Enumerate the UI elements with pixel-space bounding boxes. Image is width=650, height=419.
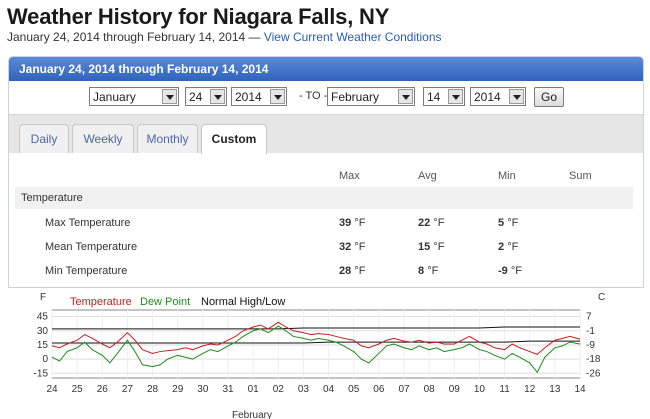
x-tick-label: 11 <box>499 384 510 395</box>
y-tick-label-c: 7 <box>586 312 592 323</box>
x-tick-label: 30 <box>197 384 209 395</box>
col-header-avg: Avg <box>418 170 437 182</box>
legend-normal: Normal High/Low <box>201 296 285 308</box>
min-value: -9 °F <box>498 265 522 277</box>
chevron-down-icon <box>270 89 285 104</box>
to-label: - TO - <box>299 90 328 102</box>
y-tick-label-f: 30 <box>37 326 49 337</box>
chevron-down-icon <box>448 89 463 104</box>
x-tick-label: 04 <box>323 384 335 395</box>
view-tabs: Daily Weekly Monthly Custom <box>9 114 643 154</box>
x-tick-label: 27 <box>122 384 134 395</box>
max-value: 28 °F <box>339 265 366 277</box>
x-tick-label: 14 <box>574 384 586 395</box>
col-header-max: Max <box>339 170 360 182</box>
from-month-select[interactable]: January <box>89 87 179 106</box>
row-label: Mean Temperature <box>45 241 138 253</box>
current-conditions-link[interactable]: View Current Weather Conditions <box>263 30 442 44</box>
from-day-select[interactable]: 24 <box>185 87 227 106</box>
row-label: Max Temperature <box>45 217 131 229</box>
legend-temperature: Temperature <box>70 296 132 308</box>
x-tick-label: 01 <box>248 384 260 395</box>
chevron-down-icon <box>398 89 413 104</box>
y-tick-label-c: -9 <box>586 340 595 351</box>
normal-high-line <box>52 326 580 330</box>
min-value: 5 °F <box>498 217 519 229</box>
x-axis-label: February <box>232 410 272 419</box>
x-tick-label: 03 <box>298 384 310 395</box>
dew-point-line <box>51 325 581 374</box>
to-year-value: 2014 <box>474 90 501 104</box>
date-selector-row: January 24 2014 - TO - February 14 2014 … <box>9 87 643 109</box>
y-tick-label-c: -26 <box>586 368 601 379</box>
section-temperature: Temperature <box>15 187 633 209</box>
date-range-text: January 24, 2014 through February 14, 20… <box>7 30 261 44</box>
min-value: 2 °F <box>498 241 519 253</box>
x-tick-label: 08 <box>424 384 436 395</box>
y-axis-ticks: 45 7 30 -1 15 -9 0 -18 -15 -26 <box>34 312 601 380</box>
tab-weekly[interactable]: Weekly <box>72 124 134 153</box>
y-tick-label-f: 45 <box>37 312 49 323</box>
right-axis-label: C <box>598 292 605 303</box>
x-tick-label: 12 <box>524 384 536 395</box>
max-value: 32 °F <box>339 241 366 253</box>
x-tick-label: 05 <box>348 384 360 395</box>
x-tick-label: 07 <box>398 384 410 395</box>
from-month-value: January <box>93 90 136 104</box>
go-button[interactable]: Go <box>534 87 564 107</box>
col-header-sum: Sum <box>569 170 592 182</box>
to-day-select[interactable]: 14 <box>423 87 465 106</box>
y-tick-label-f: -15 <box>34 368 49 379</box>
row-label: Min Temperature <box>45 265 128 277</box>
series-lines <box>51 321 581 374</box>
col-header-min: Min <box>498 170 516 182</box>
temperature-line <box>51 321 581 355</box>
x-tick-label: 13 <box>549 384 561 395</box>
panel-header: January 24, 2014 through February 14, 20… <box>9 57 643 81</box>
max-value: 39 °F <box>339 217 366 229</box>
chevron-down-icon <box>509 89 524 104</box>
page-title: Weather History for Niagara Falls, NY <box>7 4 390 29</box>
left-axis-label: F <box>40 292 46 303</box>
x-tick-label: 28 <box>147 384 159 395</box>
from-day-value: 24 <box>189 90 203 104</box>
y-tick-label-f: 15 <box>37 340 49 351</box>
to-day-value: 14 <box>427 90 441 104</box>
chevron-down-icon <box>162 89 177 104</box>
x-tick-label: 26 <box>97 384 109 395</box>
x-tick-label: 02 <box>273 384 285 395</box>
x-tick-label: 31 <box>222 384 234 395</box>
grid-lines <box>51 310 581 378</box>
tab-monthly[interactable]: Monthly <box>137 124 198 153</box>
x-tick-label: 24 <box>46 384 58 395</box>
normal-low-line <box>52 340 580 344</box>
x-tick-label: 09 <box>449 384 461 395</box>
y-tick-label-f: 0 <box>42 354 48 365</box>
avg-value: 8 °F <box>418 265 439 277</box>
plot-area <box>51 309 581 379</box>
avg-value: 15 °F <box>418 241 445 253</box>
x-axis-ticks: 24 25 26 27 28 29 30 31 01 02 03 04 05 06 07 08 09 10 11 12… <box>46 384 586 395</box>
tab-custom[interactable]: Custom <box>201 124 267 154</box>
x-tick-label: 25 <box>72 384 84 395</box>
history-panel: January 24, 2014 through February 14, 20… <box>8 56 644 288</box>
from-year-select[interactable]: 2014 <box>231 87 287 106</box>
legend-dew-point: Dew Point <box>140 296 190 308</box>
to-month-select[interactable]: February <box>327 87 415 106</box>
x-tick-label: 29 <box>172 384 184 395</box>
x-tick-label: 10 <box>474 384 486 395</box>
to-year-select[interactable]: 2014 <box>470 87 526 106</box>
from-year-value: 2014 <box>235 90 262 104</box>
y-tick-label-c: -1 <box>586 326 595 337</box>
y-tick-label-c: -18 <box>586 354 601 365</box>
chevron-down-icon <box>210 89 225 104</box>
temperature-chart: F C Temperature Dew Point Normal High/Lo… <box>34 292 606 419</box>
x-tick-label: 06 <box>373 384 385 395</box>
avg-value: 22 °F <box>418 217 445 229</box>
tab-daily[interactable]: Daily <box>19 124 69 153</box>
page-subtitle: January 24, 2014 through February 14, 20… <box>7 30 442 44</box>
to-month-value: February <box>331 90 380 104</box>
